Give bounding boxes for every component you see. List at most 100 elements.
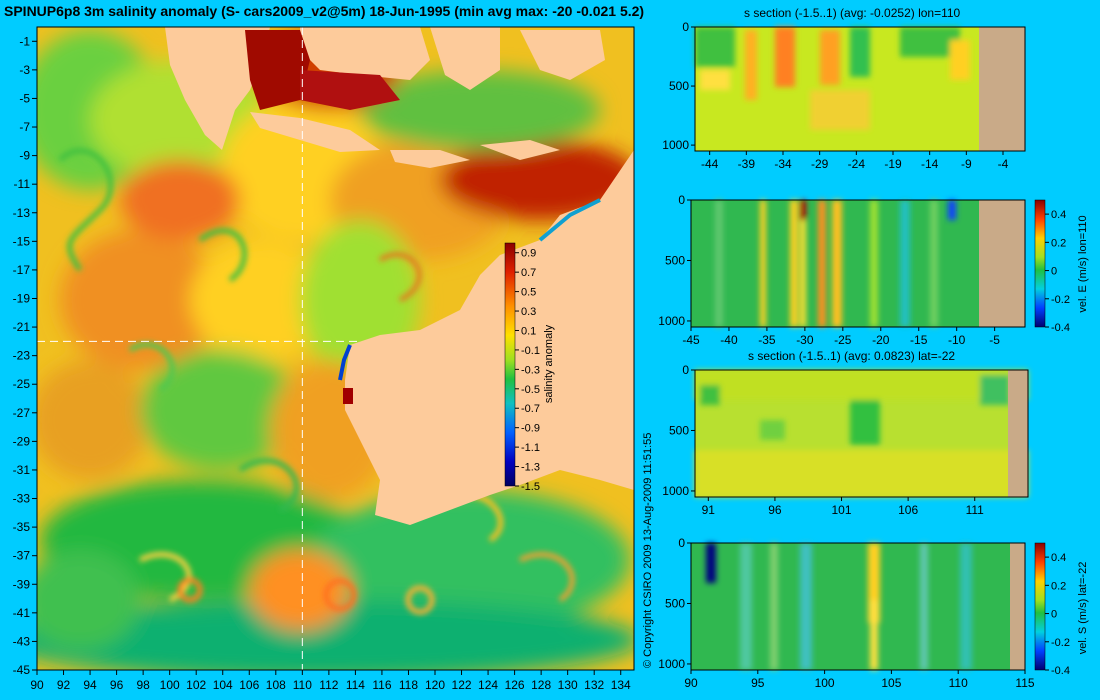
map-y-tick-label: -43 <box>13 634 31 648</box>
section-x-tick-label: -14 <box>921 157 939 171</box>
map-colorbar-tick-label: 0.5 <box>521 287 536 299</box>
map-x-tick-label: 116 <box>372 678 391 692</box>
map-y-axis: -1 -3 -5 -7 -9 -11 -13 -15 -17 -19 -21 -23 -25 -27 -29… <box>13 34 37 677</box>
section-x-tick-label: 91 <box>702 503 716 517</box>
velocity-colorbar-tick-label: 0.4 <box>1051 552 1066 564</box>
velocity-colorbar-tick-label: 0.4 <box>1051 209 1066 221</box>
section-x-tick-label: -9 <box>961 157 972 171</box>
section-x-tick-label: 90 <box>684 676 698 690</box>
map-colorbar-tick-label: 0.9 <box>521 248 536 260</box>
map-x-tick-label: 92 <box>57 678 71 692</box>
map-x-tick-label: 134 <box>611 678 631 692</box>
v-section-lat-frame <box>690 542 1026 671</box>
map-x-tick-label: 128 <box>531 678 551 692</box>
map-colorbar-tick-label: -0.7 <box>521 403 540 415</box>
section-y-tick-label: 1000 <box>662 484 689 498</box>
map-x-tick-label: 108 <box>266 678 286 692</box>
map-y-tick-label: -27 <box>13 406 31 420</box>
v-section-lat-panel: 90 95 100 105 110 115 0 500 1000 0.4 0.2 0 -0.2 -0.… <box>658 536 1089 690</box>
s-section-lon-x-axis: -44 -39 -34 -29 -24 -19 -14 -9 -4 <box>701 151 1009 171</box>
map-y-tick-label: -13 <box>13 206 31 220</box>
v-section-colorbar-label: vel. S (m/s) lat=-22 <box>1077 562 1089 655</box>
map-x-tick-label: 110 <box>293 678 312 692</box>
map-x-tick-label: 106 <box>239 678 259 692</box>
map-x-tick-label: 112 <box>319 678 338 692</box>
s-section-lat-x-axis: 91 96 101 106 111 <box>702 497 984 517</box>
copyright-note: © Copyright CSIRO 2009 13-Aug-2009 11:51… <box>642 432 654 668</box>
velocity-colorbar-tick-label: 0.2 <box>1051 580 1066 592</box>
velocity-colorbar-tick-label: -0.4 <box>1051 665 1070 677</box>
section-x-tick-label: -24 <box>848 157 866 171</box>
v-section-colorbar-ticks: 0.4 0.2 0 -0.2 -0.4 <box>1045 552 1070 677</box>
map-y-tick-label: -5 <box>19 91 30 105</box>
map-x-tick-label: 130 <box>558 678 578 692</box>
map-y-tick-label: -3 <box>19 63 30 77</box>
section-x-tick-label: -45 <box>682 333 700 347</box>
map-y-tick-label: -41 <box>13 606 31 620</box>
section-x-tick-label: -29 <box>811 157 829 171</box>
section-y-tick-label: 0 <box>678 193 685 207</box>
velocity-colorbar-tick-label: -0.4 <box>1051 322 1070 334</box>
map-colorbar-tick-label: -1.3 <box>521 462 540 474</box>
section-x-tick-label: -15 <box>910 333 928 347</box>
u-section-colorbar-ticks: 0.4 0.2 0 -0.2 -0.4 <box>1045 209 1070 334</box>
section-y-tick-label: 500 <box>665 596 685 610</box>
figure-title: SPINUP6p8 3m salinity anomaly (S- cars20… <box>4 3 645 19</box>
section-x-tick-label: 101 <box>832 503 852 517</box>
section-x-tick-label: 115 <box>1015 676 1034 690</box>
section-x-tick-label: -35 <box>758 333 776 347</box>
map-y-tick-label: -35 <box>13 520 31 534</box>
map-colorbar-ticks: 0.9 0.7 0.5 0.3 0.1 -0.1 -0.3 -0.5 -0.7 -0.9 -1.1 -… <box>515 248 540 493</box>
s-section-lat-panel: 91 96 101 106 111 0 500 1000 <box>662 363 1029 517</box>
map-anomaly-field <box>37 30 634 670</box>
section-x-tick-label: 100 <box>815 676 835 690</box>
section-x-tick-label: 105 <box>881 676 901 690</box>
v-section-lat-land <box>1010 543 1025 670</box>
section-x-tick-label: -39 <box>738 157 756 171</box>
s-section-lat-field <box>695 370 1028 497</box>
map-colorbar-tick-label: -0.1 <box>521 345 540 357</box>
velocity-colorbar-tick-label: -0.2 <box>1051 294 1070 306</box>
v-section-lat-x-axis: 90 95 100 105 110 115 <box>684 670 1035 690</box>
map-colorbar-label: salinity anomaly <box>543 324 555 403</box>
section-x-tick-label: -5 <box>989 333 1000 347</box>
map-x-tick-label: 96 <box>110 678 124 692</box>
map-y-tick-label: -11 <box>14 177 31 191</box>
map-x-tick-label: 132 <box>584 678 604 692</box>
v-section-lat-y-axis: 0 500 1000 <box>658 536 691 671</box>
map-x-tick-label: 120 <box>425 678 445 692</box>
map-y-tick-label: -29 <box>13 434 31 448</box>
map-colorbar-tick-label: -0.3 <box>521 364 540 376</box>
section-x-tick-label: -34 <box>774 157 792 171</box>
u-section-lon-frame <box>690 199 1026 328</box>
salinity-map: 90 92 94 96 98 100 102 104 106 108 110 112 114 116 118… <box>13 26 635 692</box>
section-x-tick-label: -19 <box>884 157 902 171</box>
map-y-tick-label: -9 <box>19 149 30 163</box>
map-x-tick-label: 90 <box>30 678 44 692</box>
velocity-colorbar-tick-label: -0.2 <box>1051 637 1070 649</box>
section-x-tick-label: -44 <box>701 157 719 171</box>
map-colorbar-tick-label: -1.5 <box>521 481 540 493</box>
map-x-tick-label: 102 <box>186 678 206 692</box>
s-section-lon-frame <box>694 26 1026 152</box>
section-x-tick-label: -40 <box>720 333 738 347</box>
map-y-tick-label: -15 <box>13 234 31 248</box>
map-x-tick-label: 118 <box>399 678 418 692</box>
map-colorbar-tick-label: 0.1 <box>521 325 536 337</box>
u-section-lon-bg <box>691 200 1025 327</box>
section-x-tick-label: -30 <box>796 333 814 347</box>
u-section-lon-land <box>979 200 1025 327</box>
map-colorbar-scale <box>504 242 516 487</box>
s-section-lon-y-axis: 0 500 1000 <box>662 20 695 152</box>
map-y-tick-label: -21 <box>13 320 31 334</box>
map-colorbar-tick-label: -0.5 <box>521 384 540 396</box>
u-section-lon-y-axis: 0 500 1000 <box>658 193 691 328</box>
u-section-lon-field <box>715 200 956 327</box>
map-y-tick-label: -39 <box>13 577 31 591</box>
map-x-tick-label: 122 <box>452 678 472 692</box>
map-x-tick-label: 98 <box>136 678 150 692</box>
map-y-tick-label: -31 <box>13 463 31 477</box>
map-y-tick-label: -1 <box>19 34 30 48</box>
